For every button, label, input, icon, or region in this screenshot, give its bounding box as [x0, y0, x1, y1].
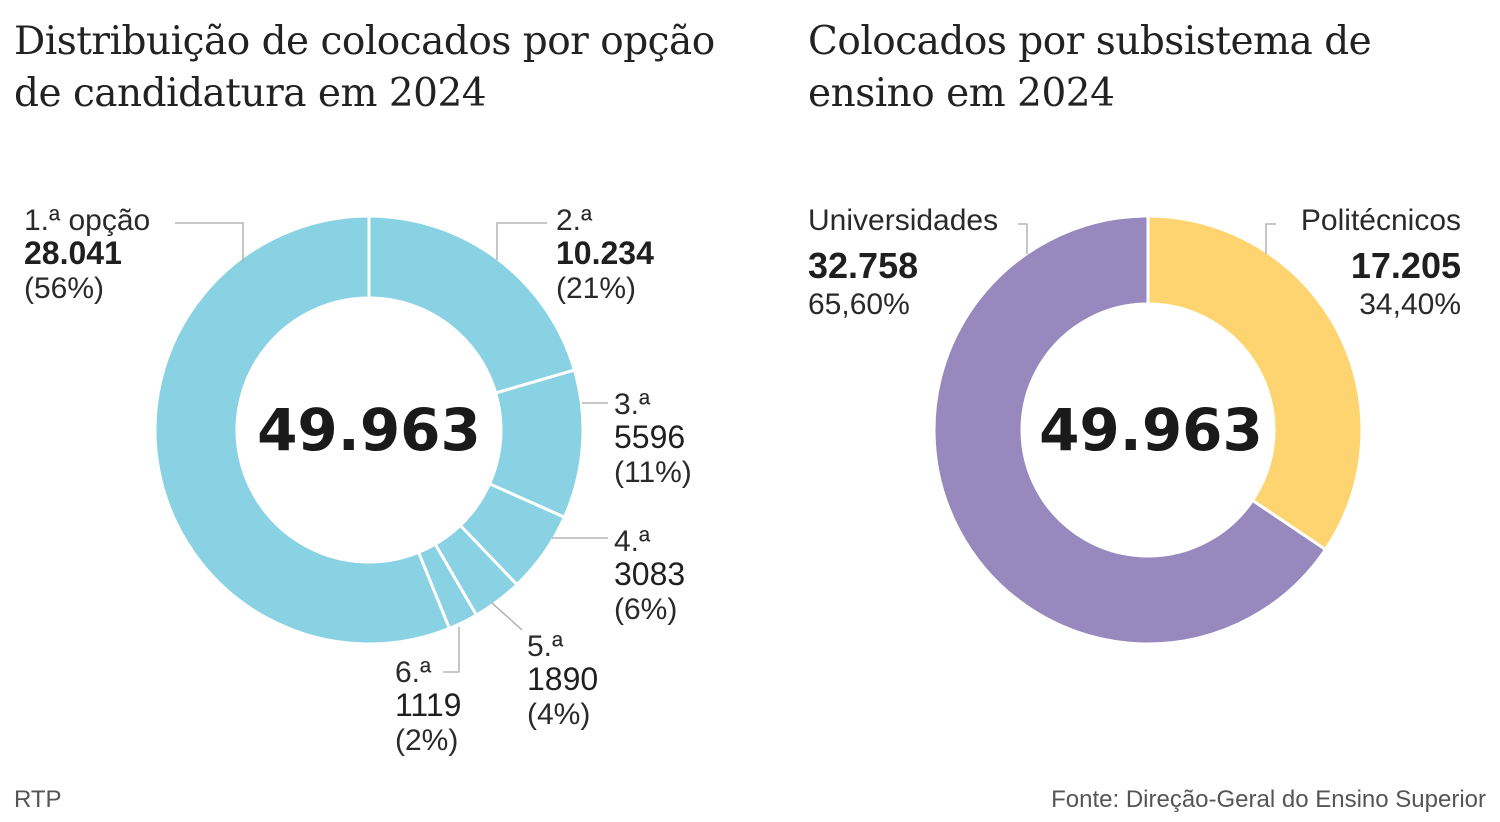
leader-line-universidades: [1018, 223, 1028, 254]
leader-line-5: [491, 602, 523, 631]
slice-value: 3083: [614, 556, 685, 592]
chart-title-right: Colocados por subsistema de ensino em 20…: [808, 19, 1372, 116]
slice-percent: (4%): [527, 698, 590, 731]
center-total-right: 49.963: [1039, 396, 1263, 464]
subsystem-slice-1: [932, 214, 1328, 646]
slice-name: 5.ª: [527, 630, 564, 663]
options-slice-5: [153, 214, 452, 646]
slice-label-5: 5.ª 1890 (4%): [527, 630, 598, 731]
center-total-left: 49.963: [257, 396, 481, 464]
slice-percent: (11%): [614, 456, 692, 489]
slice-percent: (56%): [24, 272, 104, 305]
slice-label-universidades: Universidades 32.758 65,60%: [808, 204, 998, 321]
slice-name: 3.ª: [614, 388, 651, 421]
slice-label-1: 1.ª opção 28.041 (56%): [24, 204, 150, 305]
donut-chart-subsystem: 49.963 Universidades 32.758 65,60% Polit…: [808, 204, 1461, 646]
slice-label-4: 4.ª 3083 (6%): [614, 525, 685, 626]
source-text: Fonte: Direção-Geral do Ensino Superior: [1051, 786, 1486, 813]
slice-value: 17.205: [1351, 245, 1461, 286]
leader-line-6: [443, 627, 460, 673]
slice-percent: (2%): [395, 724, 458, 757]
slice-name: 6.ª: [395, 656, 432, 689]
slice-name: 1.ª opção: [24, 204, 150, 237]
slice-value: 10.234: [556, 235, 654, 271]
slice-name: Universidades: [808, 204, 998, 237]
slice-label-2: 2.ª 10.234 (21%): [556, 204, 654, 305]
slice-value: 1890: [527, 661, 598, 697]
slice-name: 4.ª: [614, 525, 651, 558]
subsystem-slice-0: [1146, 214, 1364, 552]
slice-value: 32.758: [808, 245, 918, 286]
slice-percent: (21%): [556, 272, 636, 305]
slice-name: Politécnicos: [1301, 204, 1461, 237]
slice-percent: 65,60%: [808, 288, 910, 321]
donut-chart-options: 49.963 1.ª opção 28.041 (56%) 2.ª 10.234…: [24, 204, 692, 757]
slice-label-politecnicos: Politécnicos 17.205 34,40%: [1301, 204, 1461, 321]
slice-value: 28.041: [24, 235, 122, 271]
slice-value: 5596: [614, 419, 685, 455]
slice-label-3: 3.ª 5596 (11%): [614, 388, 692, 489]
credit-text: RTP: [14, 786, 62, 813]
slice-percent: (6%): [614, 593, 677, 626]
leader-line-1: [175, 222, 244, 262]
slice-label-6: 6.ª 1119 (2%): [395, 656, 461, 757]
leader-line-politecnicos: [1265, 223, 1276, 254]
slice-value: 1119: [395, 687, 461, 723]
leader-line-2: [496, 222, 547, 260]
options-slice-0: [367, 214, 577, 395]
slice-percent: 34,40%: [1359, 288, 1461, 321]
slice-name: 2.ª: [556, 204, 593, 237]
chart-title-left: Distribuição de colocados por opção de c…: [14, 19, 715, 116]
